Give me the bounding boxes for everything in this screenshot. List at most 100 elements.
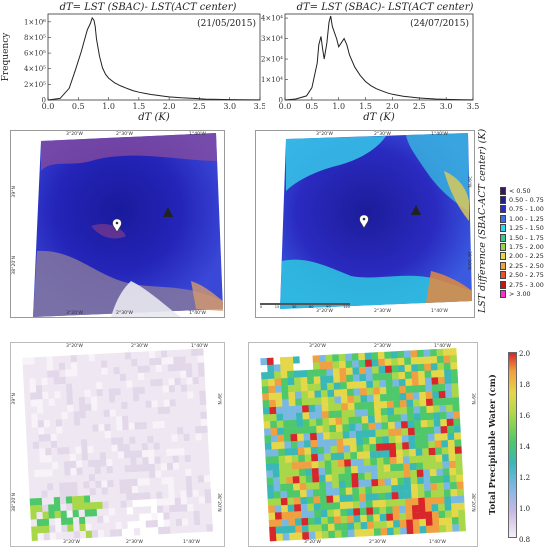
tpw-pixel [173, 363, 181, 372]
lst-map-1-hot-patch [191, 281, 223, 311]
tpw-pixel [431, 503, 439, 512]
tpw-pixel [170, 427, 178, 435]
tpw-pixel [164, 413, 171, 422]
tpw-map-1-lat-right-1: 39°N [216, 393, 221, 405]
tpw-pixel [408, 434, 416, 443]
tpw-pixel [437, 376, 446, 385]
lst-map-2-lon-bottom-2: 2°30'W [374, 309, 391, 314]
tpw-pixel [296, 419, 304, 428]
tpw-pixel [331, 459, 339, 468]
lst-legend-item: 1.25 - 1.50 [500, 224, 544, 233]
tpw-pixel [429, 349, 438, 357]
tpw-pixel [381, 415, 389, 423]
histogram-1-ylabel: Frequency [1, 32, 11, 82]
tpw-pixel [184, 461, 192, 470]
tpw-pixel [65, 496, 73, 504]
lst-map-1-lat-left-1: 39°N [12, 186, 17, 198]
tpw-pixel [35, 497, 43, 506]
tpw-pixel [428, 447, 436, 456]
tpw-map-frame-2: 3°20'W 2°30'W 1°40'W 3°20'W 2°30'W 1°40'… [248, 342, 478, 547]
act-center-marker-1 [163, 207, 173, 217]
tpw-pixel [324, 453, 332, 461]
tpw-pixel [191, 482, 199, 491]
tpw-pixel [364, 465, 372, 473]
tpw-pixel [445, 524, 453, 533]
tpw-pixel [280, 483, 288, 492]
tpw-pixel [433, 419, 441, 428]
tpw-pixel [135, 436, 142, 444]
histogram-2-x-tick-label: 2.0 [386, 102, 399, 111]
tpw-pixel [90, 509, 98, 517]
tpw-pixel [179, 476, 187, 484]
tpw-pixel [72, 517, 80, 525]
tpw-pixel [448, 453, 456, 462]
tpw-pixel [312, 482, 320, 490]
histogram-1-xlabel: dT (K) [138, 112, 170, 123]
tpw-pixel [378, 499, 387, 508]
tpw-pixel [28, 477, 36, 485]
tpw-pixel [366, 507, 374, 516]
tpw-pixel [347, 522, 355, 531]
tpw-pixel [150, 386, 158, 394]
tpw-pixel [139, 520, 147, 529]
tpw-pixel [282, 525, 290, 534]
tpw-pixel [266, 470, 274, 479]
tpw-pixel [269, 533, 277, 542]
tpw-pixel [155, 364, 163, 373]
tpw-pixel [398, 371, 406, 380]
lst-map-1-north-warm-zone [41, 133, 217, 171]
tpw-pixel [80, 432, 88, 440]
tpw-pixel [353, 522, 362, 530]
tpw-pixel [370, 457, 378, 466]
tpw-pixel [280, 490, 288, 499]
lst-legend-item: 2.25 - 2.50 [500, 261, 544, 270]
tpw-pixel [332, 361, 340, 369]
scale-tick-120: 120 [343, 305, 350, 309]
tpw-pixel [101, 374, 109, 383]
tpw-pixel [363, 451, 371, 459]
tpw-pixel [303, 433, 311, 441]
tpw-pixel [171, 441, 179, 450]
tpw-pixel [43, 412, 50, 421]
tpw-pixel [374, 415, 382, 423]
tpw-pixel [426, 525, 434, 534]
tpw-pixel [182, 412, 189, 421]
tpw-pixel [155, 470, 162, 479]
tpw-pixel [63, 454, 71, 462]
tpw-pixel [457, 502, 465, 511]
tpw-raster-grid [260, 348, 466, 542]
tpw-pixel [101, 480, 108, 488]
tpw-pixel [80, 439, 88, 447]
tpw-pixel [386, 393, 394, 402]
tpw-pixel [416, 349, 425, 358]
tpw-pixel [298, 468, 307, 477]
tpw-pixel [161, 371, 169, 380]
tpw-pixel [297, 433, 305, 442]
tpw-pixel [330, 445, 338, 454]
tpw-pixel [29, 491, 36, 499]
tpw-pixel [179, 356, 187, 364]
tpw-pixel [307, 510, 315, 519]
tpw-pixel [128, 415, 135, 424]
tpw-pixel [299, 355, 307, 364]
tpw-pixel [443, 482, 451, 490]
tpw-pixel [119, 373, 127, 382]
tpw-pixel [293, 370, 301, 378]
tpw-pixel [327, 523, 336, 532]
histogram-chart-1: 0.0 0.5 1.0 1.5 2.0 2.5 3.0 3.502×10⁵4×10⁵6×10⁵… [1, 13, 265, 123]
tpw-pixel [140, 428, 148, 437]
tpw-pixel [436, 482, 445, 491]
tpw-pixel [362, 437, 370, 445]
tpw-pixel [176, 419, 184, 428]
tpw-pixel [299, 362, 307, 371]
lst-legend-swatch [500, 196, 506, 205]
tpw-pixel [326, 375, 334, 384]
tpw-pixel [185, 363, 193, 371]
tpw-pixel [320, 502, 328, 511]
tpw-pixel [149, 484, 157, 493]
tpw-map-1 [22, 348, 213, 541]
tpw-pixel [345, 360, 353, 369]
tpw-pixel [113, 373, 121, 382]
tpw-pixel [97, 529, 105, 538]
tpw-pixel [392, 379, 400, 387]
